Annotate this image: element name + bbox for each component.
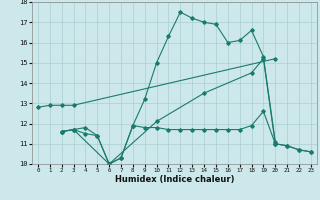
X-axis label: Humidex (Indice chaleur): Humidex (Indice chaleur) — [115, 175, 234, 184]
